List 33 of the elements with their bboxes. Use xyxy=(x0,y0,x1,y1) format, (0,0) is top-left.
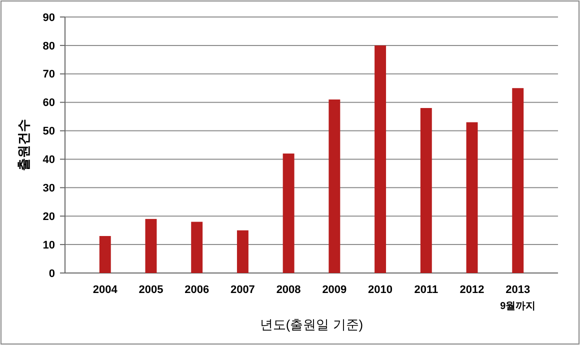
y-tick-label: 60 xyxy=(42,97,55,110)
x-tick-label: 2013 xyxy=(506,284,530,296)
y-tick-label: 70 xyxy=(42,68,55,81)
bar xyxy=(328,99,340,273)
x-tick-label: 2005 xyxy=(138,284,164,296)
bar xyxy=(420,108,432,273)
y-tick-label: 80 xyxy=(42,40,55,52)
bar xyxy=(191,222,203,273)
text: 9월까지 xyxy=(500,301,536,312)
x-tick-label: 2012 xyxy=(460,284,484,296)
y-tick-label: 30 xyxy=(42,182,55,195)
y-tick-label: 10 xyxy=(42,239,55,252)
x-tick-label: 2008 xyxy=(276,284,301,296)
x-axis-title: 년도(출원일 기준) xyxy=(260,317,364,332)
y-tick-label: 0 xyxy=(48,268,55,280)
y-tick-label: 40 xyxy=(42,154,55,166)
y-tick-label: 90 xyxy=(42,12,55,24)
x-tick-label: 2007 xyxy=(230,284,255,296)
bar xyxy=(512,88,524,273)
bar xyxy=(236,230,248,273)
bar xyxy=(282,154,294,273)
bar xyxy=(374,45,386,273)
y-tick-label: 50 xyxy=(42,126,55,138)
x-tick-label: 2010 xyxy=(368,284,393,296)
y-axis-title: 출원건수 xyxy=(16,119,31,171)
x-tick-label: 2009 xyxy=(322,284,347,296)
bar xyxy=(466,122,478,273)
x-tick-label: 2004 xyxy=(92,284,118,296)
bar xyxy=(145,218,157,273)
x-tick-label: 2006 xyxy=(184,284,210,296)
y-tick-label: 20 xyxy=(42,210,55,223)
bar xyxy=(99,236,111,273)
x-tick-label: 2011 xyxy=(414,284,438,296)
